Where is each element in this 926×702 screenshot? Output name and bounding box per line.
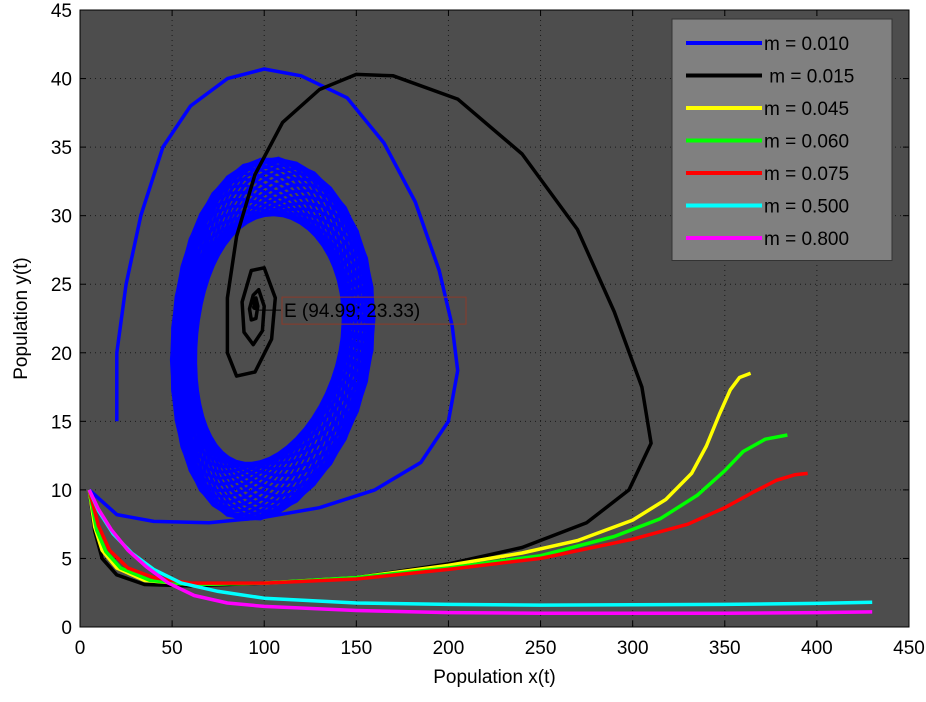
- y-tick-label: 15: [51, 412, 72, 433]
- axis-ticks: 0 50 100 150 200 250 300 350 400 450 0 5 10 15 20 25 30 3…: [51, 1, 925, 659]
- x-tick-label: 400: [801, 638, 833, 659]
- legend: m = 0.010 m = 0.015 m = 0.045 m = 0.060 m =…: [671, 18, 893, 261]
- legend-entry-m-0-500: m = 0.500: [764, 197, 849, 218]
- y-tick-label: 30: [51, 207, 72, 228]
- series-line-m-0-045: [87, 371, 752, 587]
- series-line-m-0-010-cycle: [169, 156, 376, 522]
- annotation-box: [281, 296, 467, 325]
- y-tick-label: 5: [61, 549, 72, 570]
- series-group: [87, 67, 873, 616]
- legend-entry-m-0-800: m = 0.800: [764, 229, 849, 250]
- y-tick-label: 40: [51, 70, 72, 91]
- equilibrium-annotation: E (94.99; 23.33): [251, 296, 467, 325]
- legend-entry-m-0-075: m = 0.075: [764, 164, 849, 185]
- y-tick-label: 0: [61, 618, 72, 639]
- y-tick-label: 45: [51, 1, 72, 22]
- y-tick-label: 10: [51, 481, 72, 502]
- x-tick-label: 300: [617, 638, 649, 659]
- y-tick-label: 35: [51, 138, 72, 159]
- legend-entry-m-0-060: m = 0.060: [764, 132, 849, 153]
- x-tick-label: 50: [162, 638, 183, 659]
- series-line-m-0-800: [87, 489, 873, 616]
- y-axis-label: Population y(t): [11, 257, 32, 380]
- x-tick-label: 350: [709, 638, 741, 659]
- y-tick-label: 25: [51, 275, 72, 296]
- x-tick-label: 100: [248, 638, 280, 659]
- x-tick-label: 150: [340, 638, 372, 659]
- y-tick-label: 20: [51, 344, 72, 365]
- legend-entry-m-0-010: m = 0.010: [764, 34, 849, 55]
- series-line-m-0-075: [87, 471, 808, 585]
- x-axis-label: Population x(t): [433, 667, 556, 688]
- x-tick-label: 200: [433, 638, 465, 659]
- legend-entry-m-0-045: m = 0.045: [764, 99, 849, 120]
- x-tick-label: 450: [893, 638, 925, 659]
- x-tick-label: 0: [75, 638, 86, 659]
- legend-entry-m-0-015: m = 0.015: [764, 67, 854, 88]
- series-line-m-0-010: [88, 67, 460, 525]
- plot-frame: [79, 9, 910, 628]
- x-tick-label: 250: [525, 638, 557, 659]
- annotation-text: E (94.99; 23.33): [284, 301, 420, 322]
- equilibrium-point: [251, 304, 258, 311]
